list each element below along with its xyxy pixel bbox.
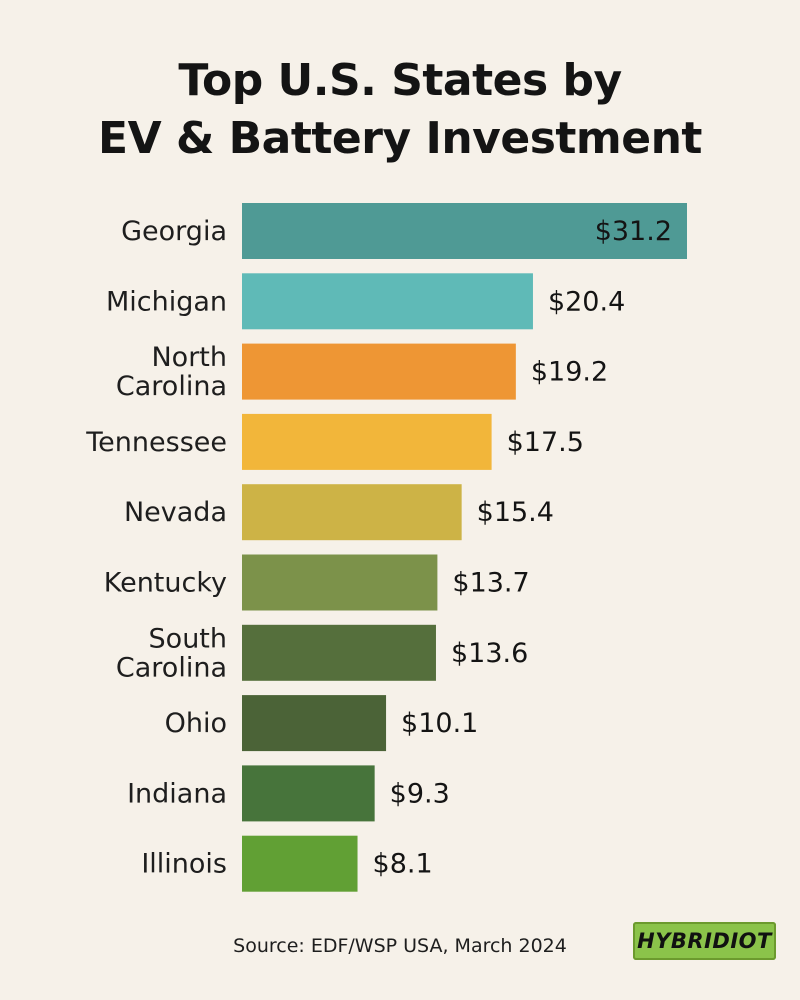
category-label: Michigan	[106, 286, 227, 317]
category-label: Kentucky	[104, 568, 227, 599]
bar-georgia	[242, 203, 687, 259]
bar-nevada	[242, 484, 462, 541]
value-label: $31.2	[595, 216, 672, 247]
source-note: Source: EDF/WSP USA, March 2024	[233, 935, 567, 957]
category-label: Ohio	[165, 708, 227, 739]
value-label: $15.4	[477, 497, 554, 528]
bar-ohio	[242, 695, 387, 752]
category-label: Nevada	[124, 497, 227, 528]
value-label: $13.7	[452, 568, 529, 599]
bar-indiana	[242, 765, 375, 822]
hybridiot-logo: HYBRIDIOT	[633, 922, 776, 960]
value-label: $13.6	[451, 638, 528, 669]
category-label: South Carolina	[116, 623, 227, 683]
bar-south-carolina	[242, 624, 436, 681]
category-label: Illinois	[141, 849, 227, 880]
title-line-2: EV & Battery Investment	[98, 113, 702, 164]
category-label: Tennessee	[85, 427, 227, 458]
bar-kentucky	[242, 554, 438, 611]
value-label: $20.4	[548, 286, 625, 317]
category-label: Indiana	[127, 778, 227, 809]
chart-title: Top U.S. States by EV & Battery Investme…	[0, 52, 800, 168]
value-label: $9.3	[390, 778, 450, 809]
bar-illinois	[242, 835, 358, 892]
bar-north-carolina	[242, 343, 516, 400]
bar-michigan	[242, 273, 533, 330]
title-line-1: Top U.S. States by	[178, 55, 622, 106]
bar-tennessee	[242, 413, 492, 470]
category-label: Georgia	[121, 216, 227, 247]
value-label: $10.1	[401, 708, 478, 739]
value-label: $19.2	[531, 357, 608, 388]
category-label: North Carolina	[116, 342, 227, 402]
value-label: $8.1	[373, 849, 433, 880]
value-label: $17.5	[507, 427, 584, 458]
